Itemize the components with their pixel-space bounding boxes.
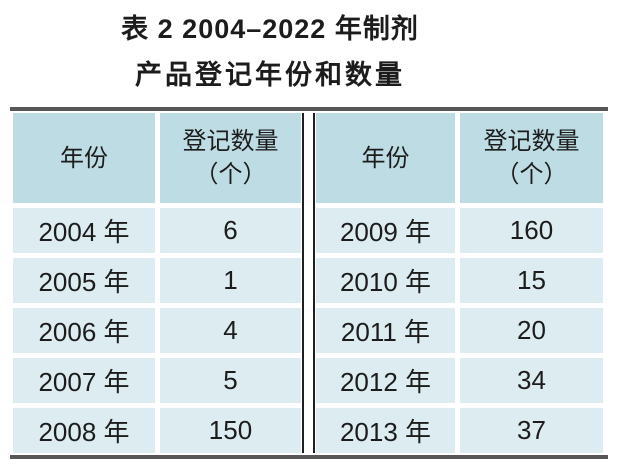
table-group-left: 年份 登记数量 （个） 2004 年 6 2005 年 1 2006 年 4 2… xyxy=(13,113,301,453)
group-divider xyxy=(302,113,315,453)
table-title-line2: 产品登记年份和数量 xyxy=(135,60,405,90)
column-header-year: 年份 xyxy=(316,113,455,203)
table-title-line1: 表 2 2004–2022 年制剂 xyxy=(121,14,419,44)
column-header-quantity-line2: （个） xyxy=(495,161,568,188)
column-header-year: 年份 xyxy=(13,113,155,203)
quantity-cell: 34 xyxy=(460,358,603,403)
year-cell: 2013 年 xyxy=(316,408,455,453)
registration-table-inner: 年份 登记数量 （个） 2004 年 6 2005 年 1 2006 年 4 2… xyxy=(10,113,608,453)
registration-table: 年份 登记数量 （个） 2004 年 6 2005 年 1 2006 年 4 2… xyxy=(10,107,608,459)
year-cell: 2004 年 xyxy=(13,208,155,253)
year-cell: 2007 年 xyxy=(13,358,155,403)
column-header-quantity: 登记数量 （个） xyxy=(460,113,603,203)
table-group-right: 年份 登记数量 （个） 2009 年 160 2010 年 15 2011 年 … xyxy=(316,113,603,453)
year-cell: 2010 年 xyxy=(316,258,455,303)
year-cell: 2008 年 xyxy=(13,408,155,453)
table-title: 表 2 2004–2022 年制剂 产品登记年份和数量 xyxy=(0,12,540,92)
quantity-cell: 20 xyxy=(460,308,603,353)
quantity-cell: 37 xyxy=(460,408,603,453)
quantity-cell: 1 xyxy=(160,258,301,303)
column-header-year-label: 年份 xyxy=(60,144,108,172)
year-cell: 2011 年 xyxy=(316,308,455,353)
quantity-cell: 15 xyxy=(460,258,603,303)
column-header-quantity-line1: 登记数量 xyxy=(483,128,580,155)
year-cell: 2006 年 xyxy=(13,308,155,353)
column-header-quantity-line1: 登记数量 xyxy=(182,128,279,155)
quantity-cell: 5 xyxy=(160,358,301,403)
column-header-year-label: 年份 xyxy=(361,144,410,172)
quantity-cell: 6 xyxy=(160,208,301,253)
quantity-cell: 150 xyxy=(160,408,301,453)
column-header-quantity: 登记数量 （个） xyxy=(160,113,301,203)
column-header-quantity-line2: （个） xyxy=(194,161,267,188)
quantity-cell: 4 xyxy=(160,308,301,353)
year-cell: 2012 年 xyxy=(316,358,455,403)
year-cell: 2009 年 xyxy=(316,208,455,253)
year-cell: 2005 年 xyxy=(13,258,155,303)
quantity-cell: 160 xyxy=(460,208,603,253)
